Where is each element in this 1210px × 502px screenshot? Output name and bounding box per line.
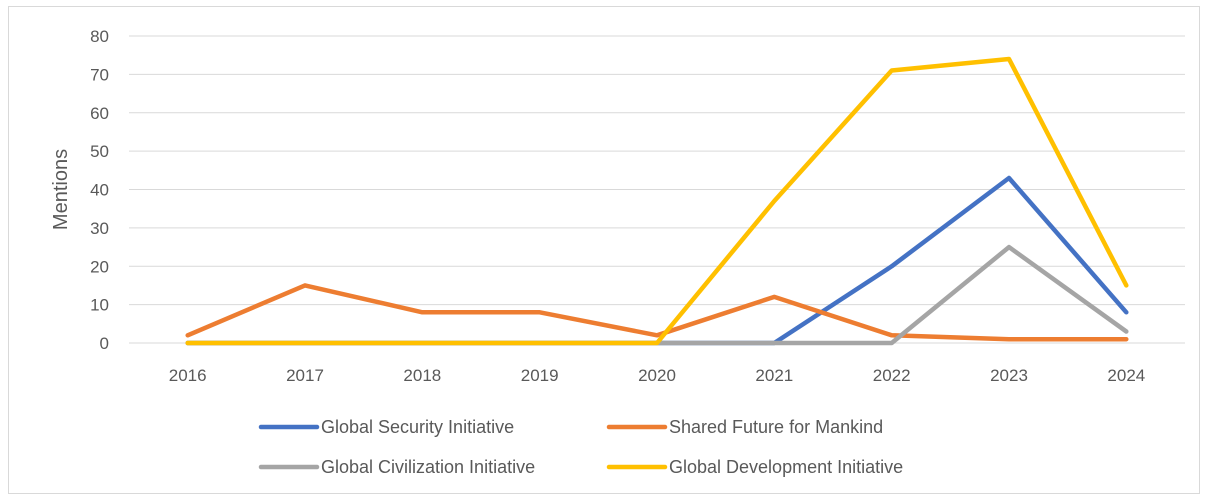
legend-entry: Shared Future for Mankind [606, 417, 883, 437]
x-tick-label: 2018 [403, 366, 441, 385]
legend: Global Security Initiative Shared Future … [258, 417, 903, 477]
legend-entry: Global Security Initiative [258, 417, 514, 437]
legend-label: Global Security Initiative [321, 417, 514, 437]
legend-entry: Global Development Initiative [606, 457, 903, 477]
x-tick-label: 2024 [1107, 366, 1145, 385]
series-lines [185, 56, 1129, 346]
gridlines [129, 35, 1185, 344]
x-tick-label: 2016 [169, 366, 207, 385]
x-tick-label: 2020 [638, 366, 676, 385]
y-tick-label: 10 [90, 296, 109, 315]
chart-frame: 0 10 20 30 40 50 60 70 80 2016 2017 2018 2019 2020 20… [8, 6, 1200, 494]
y-tick-label: 20 [90, 257, 109, 276]
x-tick-label: 2022 [873, 366, 911, 385]
x-tick-label: 2017 [286, 366, 324, 385]
x-tick-label: 2019 [521, 366, 559, 385]
series-line-4 [185, 56, 1129, 346]
y-tick-label: 80 [90, 27, 109, 46]
series-line-3 [185, 244, 1129, 346]
y-tick-label: 70 [90, 65, 109, 84]
x-axis-ticks: 2016 2017 2018 2019 2020 2021 2022 2023 2024 [169, 366, 1145, 385]
y-tick-label: 50 [90, 142, 109, 161]
y-tick-label: 60 [90, 104, 109, 123]
y-tick-label: 30 [90, 219, 109, 238]
y-tick-label: 40 [90, 181, 109, 200]
legend-label: Global Development Initiative [669, 457, 903, 477]
y-tick-label: 0 [100, 334, 109, 353]
y-axis-title: Mentions [50, 149, 72, 230]
y-axis-ticks: 0 10 20 30 40 50 60 70 80 [90, 27, 109, 353]
legend-entry: Global Civilization Initiative [258, 457, 535, 477]
series-line-1 [185, 175, 1129, 346]
x-tick-label: 2021 [755, 366, 793, 385]
series-line-2 [185, 283, 1129, 342]
x-tick-label: 2023 [990, 366, 1028, 385]
legend-label: Shared Future for Mankind [669, 417, 883, 437]
legend-label: Global Civilization Initiative [321, 457, 535, 477]
